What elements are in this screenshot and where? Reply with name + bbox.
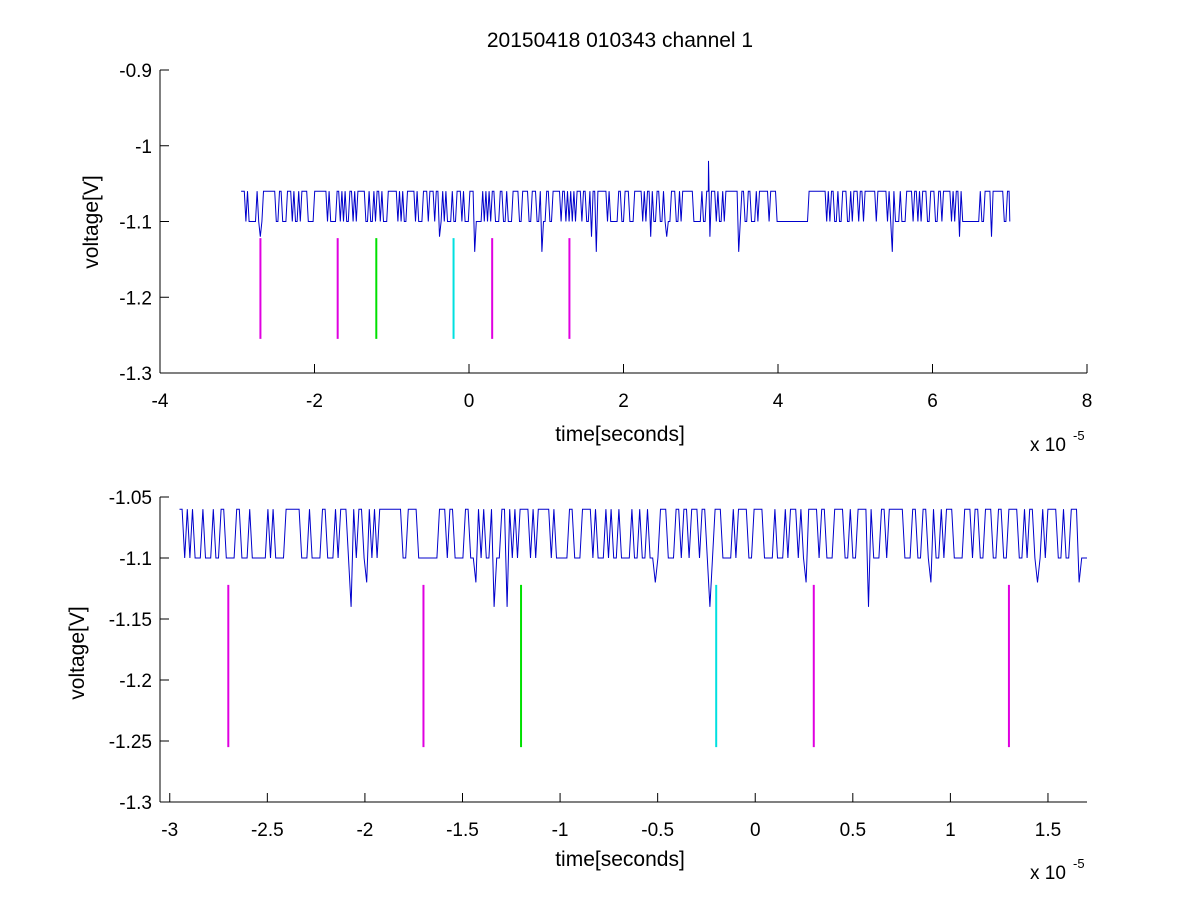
x-axis-label: time[seconds] bbox=[555, 848, 685, 871]
y-axis-label: voltage[V] bbox=[80, 175, 103, 268]
x-tick-label: -1 bbox=[552, 820, 569, 841]
x-tick-label: 0.5 bbox=[840, 820, 866, 841]
y-axis: -1.3 -1.2 -1.1 -1 -0.9 bbox=[119, 61, 169, 385]
x-multiplier-exponent: -5 bbox=[1073, 428, 1085, 443]
y-tick-label: -0.9 bbox=[119, 61, 152, 82]
x-tick-label: -1.5 bbox=[446, 820, 479, 841]
y-tick-label: -1.2 bbox=[119, 671, 152, 692]
y-tick-label: -1.15 bbox=[109, 610, 152, 631]
y-tick-label: -1 bbox=[135, 137, 152, 158]
x-tick-label: -2 bbox=[306, 391, 323, 412]
x-multiplier: x 10 bbox=[1030, 863, 1066, 884]
x-tick-label: -2 bbox=[356, 820, 373, 841]
chart-title: 20150418 010343 channel 1 bbox=[487, 29, 753, 52]
top-chart: 20150418 010343 channel 1 -1.3-1.2-1.1-1… bbox=[80, 29, 1092, 456]
y-tick-label: -1.1 bbox=[119, 549, 152, 570]
y-tick-label: -1.3 bbox=[119, 793, 152, 814]
y-tick-label: -1.05 bbox=[109, 488, 152, 509]
bottom-chart: -1.3 -1.25 -1.2 -1.15 -1.1 -1.05 -3 -2.5 -2 -1.5… bbox=[66, 488, 1087, 884]
x-axis-label: time[seconds] bbox=[555, 423, 685, 446]
y-axis: -1.3 -1.25 -1.2 -1.15 -1.1 -1.05 bbox=[109, 488, 169, 814]
plot-area bbox=[179, 508, 1087, 748]
x-tick-label: 6 bbox=[927, 391, 938, 412]
x-axis: -4 -2 0 2 4 6 8 bbox=[152, 364, 1093, 412]
x-tick-label: 1 bbox=[945, 820, 956, 841]
y-tick-label: -1.25 bbox=[109, 732, 152, 753]
x-tick-label: 0 bbox=[750, 820, 761, 841]
x-tick-label: 1.5 bbox=[1035, 820, 1061, 841]
x-axis: -3 -2.5 -2 -1.5 -1 -0.5 0 0.5 1 1.5 bbox=[160, 793, 1087, 841]
x-tick-label: -3 bbox=[161, 820, 178, 841]
x-multiplier-exponent: -5 bbox=[1073, 856, 1085, 871]
x-tick-label: 4 bbox=[773, 391, 784, 412]
y-tick-label: -1.1 bbox=[119, 213, 152, 234]
x-tick-label: 2 bbox=[618, 391, 629, 412]
y-axis-label: voltage[V] bbox=[66, 606, 89, 699]
x-tick-label: 8 bbox=[1082, 391, 1093, 412]
y-tick-label: -1.3 bbox=[119, 364, 152, 385]
plot-area bbox=[241, 160, 1011, 339]
x-tick-label: -4 bbox=[152, 391, 169, 412]
x-tick-label: -2.5 bbox=[251, 820, 284, 841]
x-tick-label: 0 bbox=[464, 391, 475, 412]
signal-line bbox=[241, 160, 1011, 252]
x-tick-label: -0.5 bbox=[641, 820, 674, 841]
x-multiplier: x 10 bbox=[1030, 435, 1066, 456]
y-tick-label: -1.2 bbox=[119, 288, 152, 309]
signal-line bbox=[179, 508, 1087, 607]
